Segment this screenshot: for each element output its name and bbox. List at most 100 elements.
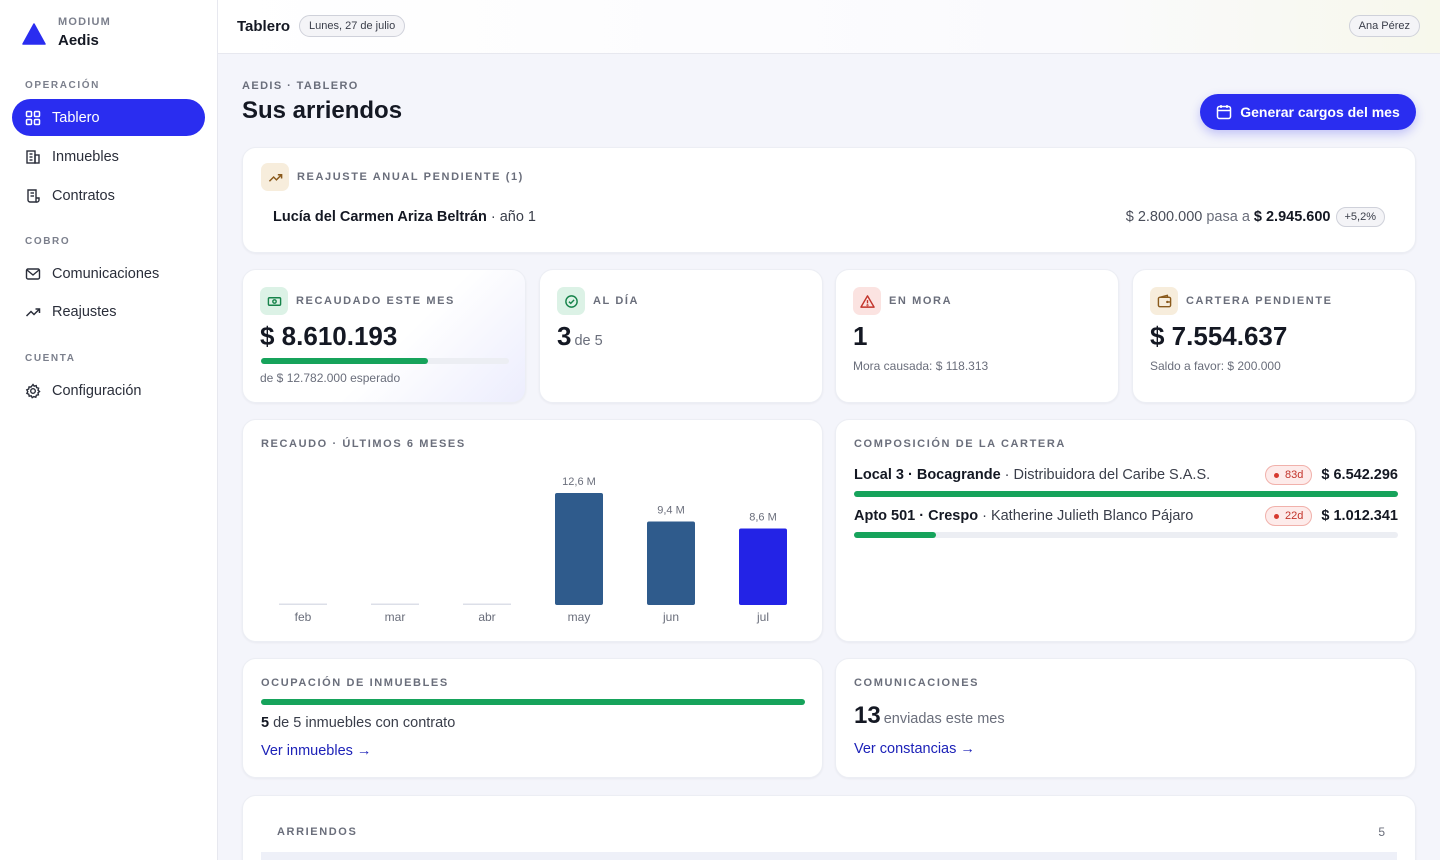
- kpi-value: 1: [853, 321, 868, 351]
- logo-icon: [22, 22, 46, 45]
- date-badge: Lunes, 27 de julio: [299, 15, 406, 37]
- ocupacion-label: OCUPACIÓN DE INMUEBLES: [261, 677, 449, 689]
- nav-section-cobro: COBRO: [25, 236, 71, 247]
- sidebar-item-configuracion[interactable]: Configuración: [12, 372, 205, 409]
- progress-bar-fill: [261, 358, 428, 364]
- breadcrumb: AEDIS · TABLERO: [242, 80, 359, 92]
- brand[interactable]: MODIUM Aedis: [22, 16, 111, 51]
- kpi-al-dia: AL DÍA 3 de 5: [539, 269, 823, 403]
- topbar: Tablero Lunes, 27 de julio Ana Pérez: [218, 0, 1440, 54]
- building-icon: [26, 149, 40, 164]
- topbar-title: Tablero: [237, 18, 291, 35]
- sidebar: MODIUM Aedis OPERACIÓN Tablero Inmuebles…: [0, 0, 218, 860]
- ver-inmuebles-link[interactable]: Ver inmuebles →: [261, 743, 372, 759]
- cartera-row[interactable]: Local 3 · Bocagrande · Distribuidora del…: [854, 465, 1398, 497]
- trend-up-icon: [25, 307, 41, 317]
- comunicaciones-summary: 13 enviadas este mes: [854, 702, 1005, 730]
- ocupacion-count: 5: [261, 715, 270, 731]
- sidebar-item-tablero[interactable]: Tablero: [12, 99, 205, 136]
- chart-bar-abr[interactable]: [463, 603, 511, 606]
- kpi-subtext: Mora causada: $ 118.313: [853, 359, 989, 373]
- reajuste-new-amount: $ 2.945.600: [1253, 209, 1331, 225]
- progress-bar-fill: [854, 491, 1398, 497]
- progress-bar-fill: [854, 532, 936, 538]
- wallet-icon: [1150, 287, 1178, 315]
- comunicaciones-card: COMUNICACIONES 13 enviadas este mes Ver c…: [835, 658, 1416, 778]
- arriendos-label: ARRIENDOS: [277, 826, 358, 838]
- comunicaciones-text: enviadas este mes: [883, 711, 1005, 727]
- recaudo-bar-chart: feb mar abr 12,6 M may 9,4 M jun 8,6 M jul: [279, 476, 787, 624]
- chart-title: RECAUDO · ÚLTIMOS 6 MESES: [261, 438, 466, 450]
- chart-bar-mar[interactable]: [371, 603, 419, 606]
- generate-charges-button[interactable]: Generar cargos del mes: [1200, 94, 1416, 130]
- kpi-label: EN MORA: [889, 295, 953, 307]
- recaudo-chart-card: RECAUDO · ÚLTIMOS 6 MESES feb mar abr 12,6 …: [242, 419, 823, 642]
- contract-icon: [27, 188, 40, 203]
- sidebar-item-label: Inmuebles: [52, 148, 119, 165]
- generate-charges-label: Generar cargos del mes: [1240, 104, 1400, 120]
- status-dot: [1274, 472, 1280, 478]
- chart-category-label: feb: [295, 610, 312, 624]
- user-menu-button[interactable]: Ana Pérez: [1348, 15, 1420, 37]
- reajuste-tenant-row[interactable]: Lucía del Carmen Ariza Beltrán · año 1: [273, 209, 536, 225]
- arriendos-count: 5: [1378, 825, 1385, 839]
- days-late-badge: 22d: [1265, 506, 1313, 526]
- chart-bar-label: 12,6 M: [562, 476, 596, 488]
- chart-bar-label: 8,6 M: [749, 512, 777, 524]
- sidebar-item-inmuebles[interactable]: Inmuebles: [12, 138, 205, 175]
- money-icon: [260, 287, 288, 315]
- kpi-label: CARTERA PENDIENTE: [1186, 295, 1333, 307]
- chart-bar-feb[interactable]: [279, 603, 327, 606]
- kpi-recaudado: RECAUDADO ESTE MES $ 8.610.193 de $ 12.7…: [242, 269, 526, 403]
- sidebar-item-reajustes[interactable]: Reajustes: [12, 293, 205, 330]
- days-late-badge: 83d: [1265, 465, 1313, 485]
- page-title: Sus arriendos: [242, 97, 403, 124]
- cartera-amount: $ 1.012.341: [1321, 508, 1398, 524]
- chart-category-label: abr: [478, 610, 495, 624]
- brand-name: Aedis: [58, 32, 99, 49]
- cartera-property: Apto 501 · Crespo: [854, 508, 978, 524]
- days-late: 22d: [1285, 510, 1304, 522]
- progress-bar: [854, 532, 1398, 538]
- composicion-card: COMPOSICIÓN DE LA CARTERA Local 3 · Boca…: [835, 419, 1416, 642]
- composicion-label: COMPOSICIÓN DE LA CARTERA: [854, 438, 1066, 450]
- comunicaciones-label: COMUNICACIONES: [854, 677, 980, 689]
- kpi-subtext: de $ 12.782.000 esperado: [260, 371, 401, 385]
- kpi-cartera: CARTERA PENDIENTE $ 7.554.637 Saldo a fa…: [1132, 269, 1416, 403]
- chart-bar-jul[interactable]: [739, 528, 787, 605]
- sidebar-item-label: Reajustes: [52, 303, 117, 320]
- reajuste-delta-badge: +5,2%: [1335, 207, 1385, 227]
- cartera-amount: $ 6.542.296: [1321, 467, 1398, 483]
- kpi-value: 3 de 5: [557, 321, 603, 352]
- progress-bar: [854, 491, 1398, 497]
- nav-section-operacion: OPERACIÓN: [25, 80, 100, 91]
- chart-category-label: mar: [385, 610, 406, 624]
- ver-constancias-link[interactable]: Ver constancias →: [854, 741, 975, 757]
- kpi-value: $ 8.610.193: [260, 321, 398, 351]
- cartera-property: Local 3 · Bocagrande: [854, 467, 1001, 483]
- sidebar-item-comunicaciones[interactable]: Comunicaciones: [12, 255, 205, 292]
- progress-bar: [261, 699, 805, 705]
- reajuste-old-amount: $ 2.800.000: [1125, 209, 1203, 225]
- sidebar-item-contratos[interactable]: Contratos: [12, 177, 205, 214]
- calendar-icon: [1216, 105, 1232, 120]
- reajuste-amounts: $ 2.800.000 pasa a $ 2.945.600 +5,2%: [1126, 207, 1385, 227]
- cartera-row[interactable]: Apto 501 · Crespo · Katherine Julieth Bl…: [854, 506, 1398, 538]
- mail-icon: [25, 267, 41, 280]
- chart-bar-jun[interactable]: [647, 521, 695, 605]
- chart-bar-may[interactable]: [555, 493, 603, 605]
- dashboard-icon: [25, 110, 41, 125]
- kpi-total: de 5: [574, 333, 603, 349]
- status-dot: [1274, 513, 1280, 519]
- sidebar-item-label: Contratos: [52, 187, 115, 204]
- reajuste-label: REAJUSTE ANUAL PENDIENTE (1): [297, 171, 524, 183]
- kpi-count: 3: [557, 321, 572, 351]
- reajuste-year: · año 1: [490, 209, 536, 225]
- trend-up-icon: [261, 163, 289, 191]
- sidebar-item-label: Comunicaciones: [52, 265, 160, 282]
- kpi-label: AL DÍA: [593, 295, 640, 307]
- kpi-en-mora: EN MORA 1 Mora causada: $ 118.313: [835, 269, 1119, 403]
- table-header: [261, 852, 1397, 860]
- kpi-subtext: Saldo a favor: $ 200.000: [1150, 359, 1281, 373]
- chart-bar-label: 9,4 M: [657, 504, 685, 516]
